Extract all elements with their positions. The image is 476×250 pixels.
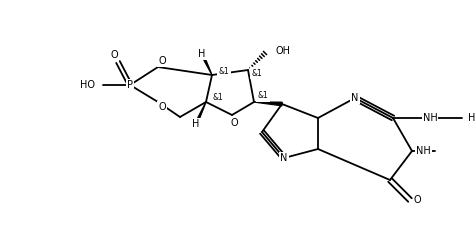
Polygon shape [253,102,281,106]
Text: H: H [467,113,475,123]
Text: O: O [413,195,421,205]
Text: O: O [230,118,238,128]
Text: NH: NH [415,146,430,156]
Text: HO: HO [80,80,95,90]
Text: O: O [158,102,166,112]
Polygon shape [195,102,206,124]
Polygon shape [200,54,211,75]
Text: N: N [280,153,287,163]
Text: NH: NH [422,113,436,123]
Text: &1: &1 [257,92,268,100]
Text: &1: &1 [218,68,229,76]
Text: H: H [192,119,199,129]
Text: OH: OH [276,46,290,56]
Text: H: H [198,49,205,59]
Text: &1: &1 [212,92,223,102]
Text: O: O [110,50,118,60]
Text: N: N [351,93,358,103]
Text: &1: &1 [251,68,262,78]
Text: O: O [158,56,166,66]
Text: P: P [127,80,133,90]
